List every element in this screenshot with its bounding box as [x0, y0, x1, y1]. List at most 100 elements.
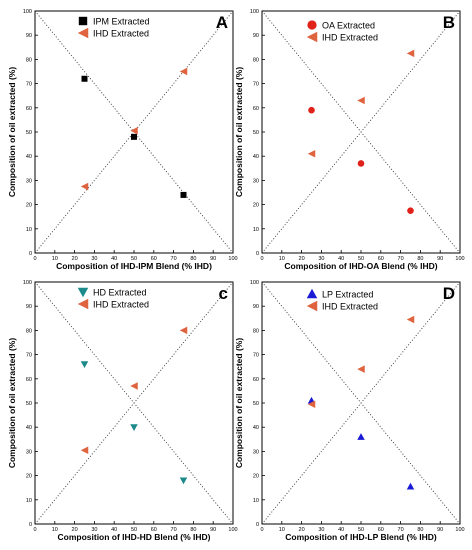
legend: IPM Extracted IHD Extracted: [77, 16, 150, 39]
y-tick-label: 90: [26, 33, 32, 39]
panel-letter: B: [443, 13, 455, 32]
x-tick-label: 30: [91, 256, 97, 262]
legend: OA Extracted IHD Extracted: [306, 20, 378, 43]
x-tick-label: 50: [358, 527, 364, 533]
x-axis-label: Composition of IHD-IPM Blend (% IHD): [56, 261, 212, 271]
y-tick-label: 90: [253, 33, 259, 39]
x-tick-label: 10: [279, 256, 285, 262]
data-point-series-2: [130, 382, 138, 390]
chart-panel-1: 0 10 20 30 40 50 60 70 80 90 100 0 10 20 30 40 50 60 70 80 9…: [7, 9, 238, 271]
x-tick-label: 50: [131, 527, 137, 533]
y-tick-label: 80: [253, 57, 259, 63]
x-tick-label: 60: [378, 256, 384, 262]
data-point-series-2: [179, 67, 188, 76]
x-tick-label: 60: [378, 527, 384, 533]
y-axis-label: Composition of oil extracted (%): [7, 338, 17, 469]
y-tick-label: 80: [26, 57, 32, 63]
y-tick-label: 50: [253, 130, 259, 136]
legend-label-series-1: HD Extracted: [93, 287, 147, 297]
legend-label-series-2: IHD Extracted: [93, 28, 149, 38]
x-tick-label: 90: [210, 527, 216, 533]
x-tick-label: 10: [279, 527, 285, 533]
x-tick-label: 40: [338, 256, 344, 262]
y-tick-label: 60: [26, 106, 32, 112]
x-tick-label: 60: [151, 256, 157, 262]
data-point-series-1: [131, 133, 137, 140]
y-tick-label: 60: [253, 106, 259, 112]
y-tick-label: 100: [250, 280, 259, 286]
x-tick-label: 70: [398, 256, 404, 262]
legend-marker-series-2: [306, 31, 318, 43]
x-tick-label: 20: [299, 527, 305, 533]
x-tick-label: 20: [72, 256, 78, 262]
x-tick-label: 100: [455, 527, 464, 533]
x-tick-label: 40: [111, 527, 117, 533]
diagonal-y-equals-100-minus-x: [261, 281, 461, 525]
y-tick-label: 10: [26, 498, 32, 504]
data-point-series-1: [357, 160, 365, 167]
y-tick-label: 20: [253, 203, 259, 209]
y-axis-label: Composition of oil extracted (%): [7, 67, 17, 198]
x-tick-label: 80: [417, 527, 423, 533]
diagonal-y-equals-100-minus-x: [34, 281, 234, 525]
x-axis-label: Composition of IHD-HD Blend (% IHD): [58, 532, 211, 542]
data-point-series-1: [308, 106, 315, 114]
legend-label-series-2: IHD Extracted: [322, 32, 378, 42]
data-point-series-1: [180, 191, 187, 198]
x-tick-label: 70: [171, 256, 177, 262]
legend-marker-series-2: [77, 298, 89, 310]
chart-panel-3: 0 10 20 30 40 50 60 70 80 90 100 0 10 20 30 40 50 60 70 80 9…: [7, 280, 238, 542]
legend-marker-series-1: [306, 288, 318, 299]
x-tick-label: 80: [417, 256, 423, 262]
legend-marker-series-2: [77, 27, 89, 39]
y-tick-label: 70: [253, 82, 259, 88]
legend: LP Extracted IHD Extracted: [306, 288, 378, 311]
y-tick-label: 100: [250, 9, 259, 15]
y-tick-label: 20: [26, 203, 32, 209]
legend-marker-series-1: [78, 16, 88, 26]
data-point-series-1: [357, 433, 365, 440]
x-tick-label: 80: [190, 256, 196, 262]
x-tick-label: 10: [52, 527, 58, 533]
y-tick-label: 50: [26, 130, 32, 136]
x-tick-label: 90: [210, 256, 216, 262]
y-tick-label: 30: [26, 178, 32, 184]
y-tick-label: 90: [26, 304, 32, 310]
data-point-series-2: [80, 182, 89, 191]
y-tick-label: 60: [26, 377, 32, 383]
x-tick-label: 100: [228, 256, 237, 262]
legend-marker-series-1: [77, 287, 89, 298]
x-tick-label: 10: [52, 256, 58, 262]
y-tick-label: 40: [253, 154, 259, 160]
x-tick-label: 100: [228, 527, 237, 533]
y-tick-label: 70: [253, 353, 259, 359]
y-tick-label: 60: [253, 377, 259, 383]
y-tick-label: 30: [253, 449, 259, 455]
x-tick-label: 40: [111, 256, 117, 262]
y-axis-label: Composition of oil extracted (%): [234, 67, 244, 198]
x-tick-label: 0: [33, 256, 36, 262]
y-tick-label: 70: [26, 353, 32, 359]
y-tick-label: 20: [253, 474, 259, 480]
panel-letter: c: [219, 284, 228, 303]
data-point-series-1: [81, 75, 88, 82]
y-tick-label: 40: [26, 154, 32, 160]
y-axis-label: Composition of oil extracted (%): [234, 338, 244, 469]
data-point-series-2: [357, 365, 365, 373]
x-tick-label: 80: [190, 527, 196, 533]
y-tick-label: 10: [26, 227, 32, 233]
data-point-series-2: [130, 127, 138, 135]
y-tick-label: 100: [23, 280, 32, 286]
x-tick-label: 30: [91, 527, 97, 533]
chart-panel-2: 0 10 20 30 40 50 60 70 80 90 100 0 10 20 30 40 50 60 70 80 9…: [234, 9, 465, 271]
data-point-series-2: [357, 96, 365, 105]
x-tick-label: 20: [72, 527, 78, 533]
data-point-series-1: [80, 361, 89, 369]
data-point-series-2: [307, 150, 316, 158]
y-tick-label: 30: [26, 449, 32, 455]
legend: HD Extracted IHD Extracted: [77, 287, 149, 310]
data-point-series-2: [406, 315, 415, 324]
data-point-series-1: [130, 424, 138, 431]
x-tick-label: 30: [318, 527, 324, 533]
